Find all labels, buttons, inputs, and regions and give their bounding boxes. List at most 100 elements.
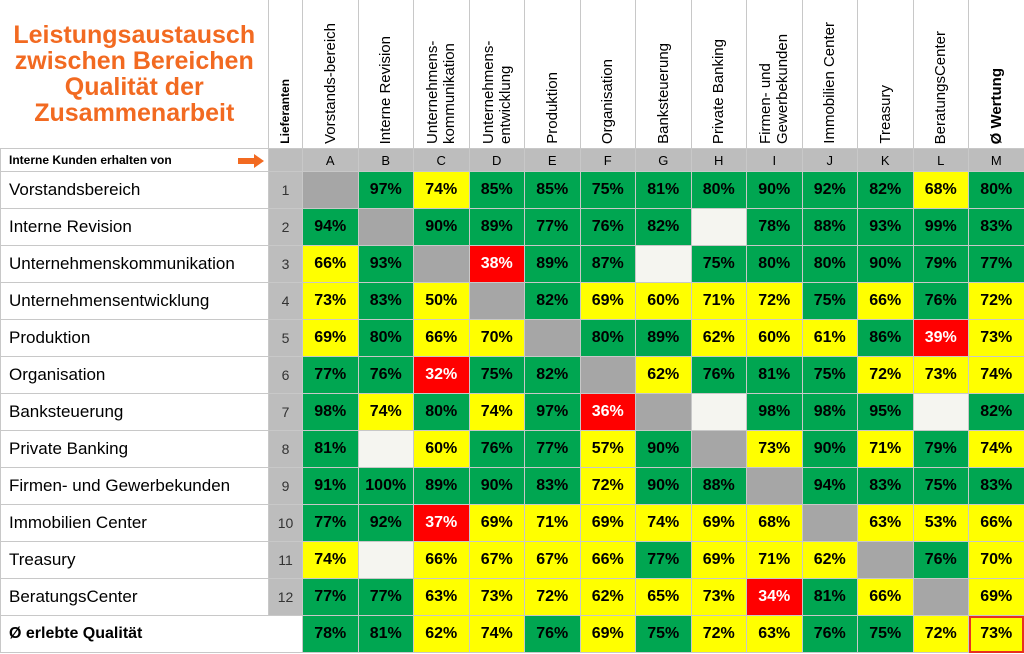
column-label: Banksteuerung bbox=[654, 43, 672, 144]
title-cell: Leistungsaustausch zwischen Bereichen Qu… bbox=[0, 0, 269, 149]
score-cell: 81% bbox=[635, 171, 692, 209]
score-cell: 73% bbox=[968, 319, 1024, 357]
score-cell: 80% bbox=[801, 245, 858, 283]
score-cell: 80% bbox=[968, 171, 1024, 209]
column-header-g: Banksteuerung bbox=[635, 0, 692, 149]
score-cell: 89% bbox=[524, 245, 581, 283]
column-letter: G bbox=[635, 148, 692, 172]
score-cell: 69% bbox=[579, 504, 636, 542]
score-cell: 83% bbox=[968, 467, 1024, 505]
column-label: Ø Wertung bbox=[987, 67, 1005, 144]
footer-score-cell: 74% bbox=[468, 615, 525, 653]
score-cell: 72% bbox=[579, 467, 636, 505]
score-cell: 90% bbox=[746, 171, 803, 209]
score-cell: 74% bbox=[968, 356, 1024, 394]
row-number: 8 bbox=[268, 430, 303, 468]
score-cell: 75% bbox=[912, 467, 969, 505]
row-label: Organisation bbox=[0, 356, 269, 394]
score-cell: 71% bbox=[857, 430, 914, 468]
score-cell: 90% bbox=[468, 467, 525, 505]
row-number: 11 bbox=[268, 541, 303, 579]
table-row: Private Banking 8 81% 60% 76% 77% 57% 90% 73% 90%… bbox=[0, 430, 1024, 468]
column-header-i: Firmen- und Gewerbekunden bbox=[746, 0, 803, 149]
score-cell: 68% bbox=[912, 171, 969, 209]
column-header-j: Immobilien Center bbox=[801, 0, 858, 149]
score-cell: 72% bbox=[524, 578, 581, 616]
column-letter: M bbox=[968, 148, 1024, 172]
score-cell: 75% bbox=[690, 245, 747, 283]
score-cell: 66% bbox=[579, 541, 636, 579]
score-cell: 90% bbox=[635, 430, 692, 468]
score-cell: 77% bbox=[357, 578, 414, 616]
table-row: Interne Revision 2 94% 90% 89% 77% 76% 82% 78% 88… bbox=[0, 208, 1024, 246]
score-cell: 72% bbox=[968, 282, 1024, 320]
subheader-spacer bbox=[268, 148, 303, 172]
score-cell: 81% bbox=[302, 430, 359, 468]
column-label: Produktion bbox=[543, 72, 561, 144]
row-number: 4 bbox=[268, 282, 303, 320]
column-label: Organisation bbox=[599, 58, 617, 144]
score-cell: 74% bbox=[302, 541, 359, 579]
score-cell: 77% bbox=[524, 430, 581, 468]
footer-score-cell: 78% bbox=[302, 615, 359, 653]
score-cell bbox=[357, 208, 414, 246]
score-cell: 71% bbox=[746, 541, 803, 579]
score-cell bbox=[690, 393, 747, 431]
score-cell: 73% bbox=[468, 578, 525, 616]
score-cell: 81% bbox=[746, 356, 803, 394]
score-cell: 63% bbox=[413, 578, 470, 616]
score-cell: 39% bbox=[912, 319, 969, 357]
footer-score-cell: 81% bbox=[357, 615, 414, 653]
score-cell: 94% bbox=[302, 208, 359, 246]
row-number: 5 bbox=[268, 319, 303, 357]
score-cell: 67% bbox=[468, 541, 525, 579]
score-cell: 82% bbox=[857, 171, 914, 209]
score-cell: 76% bbox=[690, 356, 747, 394]
score-cell bbox=[357, 430, 414, 468]
score-cell: 75% bbox=[579, 171, 636, 209]
score-cell: 75% bbox=[801, 282, 858, 320]
score-cell bbox=[801, 504, 858, 542]
score-cell: 66% bbox=[413, 319, 470, 357]
row-number: 3 bbox=[268, 245, 303, 283]
score-cell: 37% bbox=[413, 504, 470, 542]
row-number: 10 bbox=[268, 504, 303, 542]
score-cell: 76% bbox=[357, 356, 414, 394]
score-cell: 73% bbox=[690, 578, 747, 616]
score-cell: 76% bbox=[468, 430, 525, 468]
score-cell: 83% bbox=[857, 467, 914, 505]
footer-score-cell: 63% bbox=[746, 615, 803, 653]
column-label: Private Banking bbox=[710, 38, 728, 144]
score-cell bbox=[635, 245, 692, 283]
row-number: 2 bbox=[268, 208, 303, 246]
table-row: Unternehmenskommunikation 3 66% 93% 38% 89% 87… bbox=[0, 245, 1024, 283]
footer-row: Ø erlebte Qualität 78% 81% 62% 74% 76% 69% 75% 7… bbox=[0, 615, 1024, 653]
footer-score-cell: 76% bbox=[524, 615, 581, 653]
score-cell: 73% bbox=[302, 282, 359, 320]
column-header-m: Ø Wertung bbox=[968, 0, 1024, 149]
score-cell: 77% bbox=[524, 208, 581, 246]
column-letter: F bbox=[579, 148, 636, 172]
table-row: Treasury 11 74% 66% 67% 67% 66% 77% 69% 71% 62% 76%… bbox=[0, 541, 1024, 579]
score-cell: 80% bbox=[690, 171, 747, 209]
score-cell: 72% bbox=[857, 356, 914, 394]
column-header-h: Private Banking bbox=[690, 0, 747, 149]
score-cell: 62% bbox=[801, 541, 858, 579]
score-cell: 93% bbox=[857, 208, 914, 246]
column-letter: H bbox=[690, 148, 747, 172]
score-cell: 98% bbox=[801, 393, 858, 431]
row-label: Firmen- und Gewerbekunden bbox=[0, 467, 269, 505]
score-cell bbox=[302, 171, 359, 209]
score-cell: 60% bbox=[413, 430, 470, 468]
footer-score-cell: 72% bbox=[690, 615, 747, 653]
score-cell: 69% bbox=[690, 541, 747, 579]
score-cell bbox=[579, 356, 636, 394]
score-cell bbox=[635, 393, 692, 431]
score-cell: 87% bbox=[579, 245, 636, 283]
score-cell: 34% bbox=[746, 578, 803, 616]
column-label: Unternehmens-kommunikation bbox=[424, 40, 459, 144]
score-cell: 88% bbox=[690, 467, 747, 505]
score-cell: 73% bbox=[912, 356, 969, 394]
column-letter: K bbox=[857, 148, 914, 172]
